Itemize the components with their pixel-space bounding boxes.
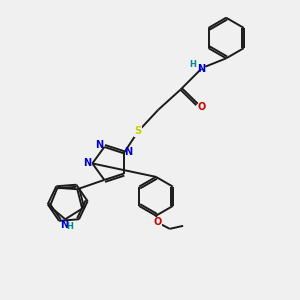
Text: N: N [61,220,69,230]
Text: H: H [190,60,196,69]
Text: N: N [83,158,92,168]
Text: N: N [95,140,104,151]
Text: N: N [197,64,206,74]
Text: O: O [197,102,206,112]
Text: S: S [134,127,142,136]
Text: H: H [67,222,73,231]
Text: N: N [124,147,133,157]
Text: O: O [153,217,161,227]
